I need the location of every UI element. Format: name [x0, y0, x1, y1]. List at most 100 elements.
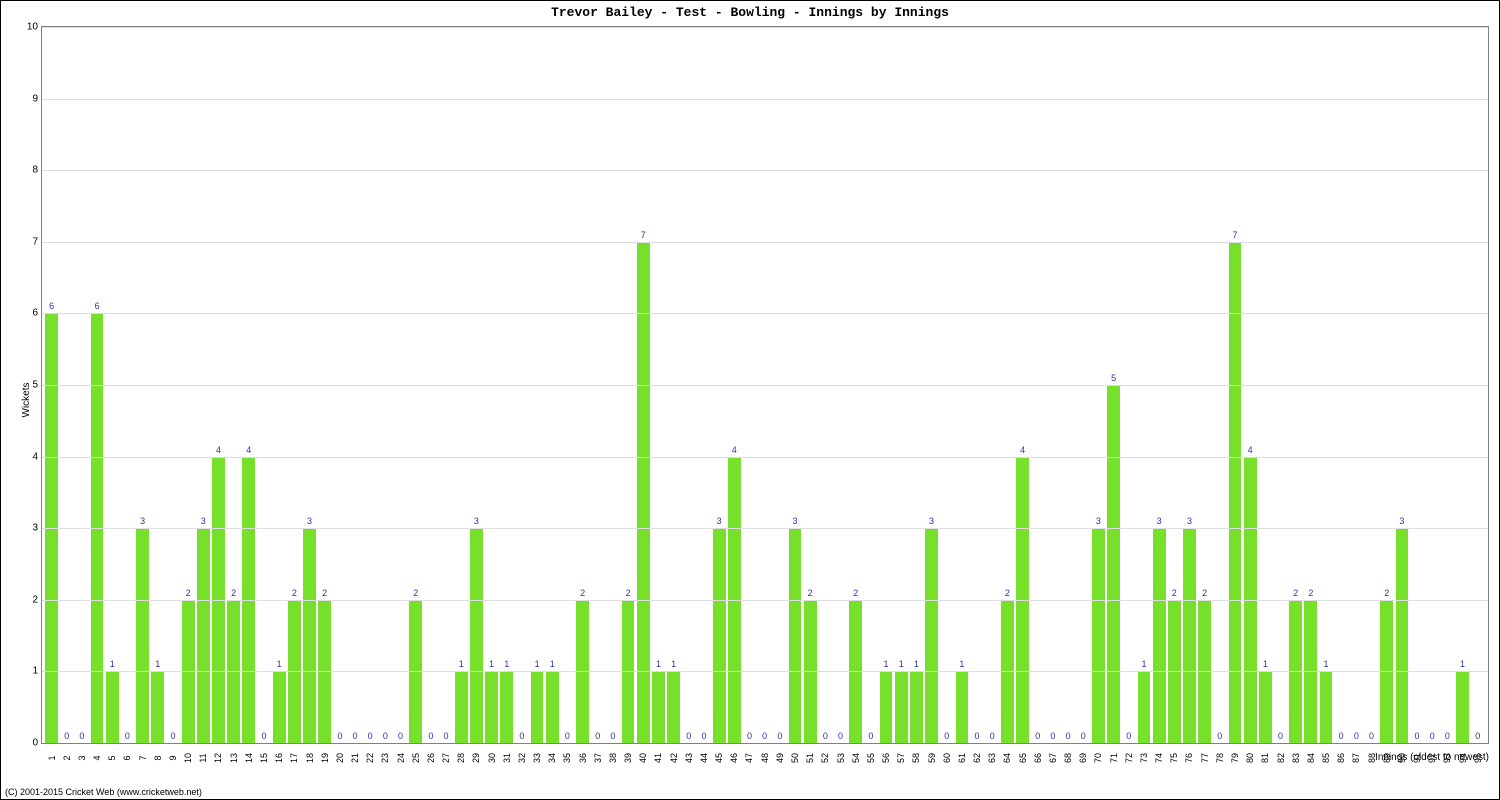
x-tick-label: 56: [881, 753, 891, 763]
bar-value-label: 0: [565, 731, 570, 741]
bar-value-label: 2: [1308, 588, 1313, 598]
x-tick-label: 13: [229, 753, 239, 763]
x-tick-label: 42: [669, 753, 679, 763]
bar-value-label: 0: [1369, 731, 1374, 741]
bar-value-label: 3: [201, 516, 206, 526]
bar: [470, 528, 483, 743]
bar-value-label: 2: [292, 588, 297, 598]
bar-value-label: 0: [337, 731, 342, 741]
gridline: [42, 313, 1488, 314]
x-tick-label: 20: [335, 753, 345, 763]
x-tick-label: 31: [502, 753, 512, 763]
x-tick-label: 68: [1063, 753, 1073, 763]
bar-value-label: 0: [79, 731, 84, 741]
x-tick-label: 12: [213, 753, 223, 763]
x-tick-label: 11: [198, 753, 208, 762]
x-tick-label: 59: [927, 753, 937, 763]
y-tick-label: 5: [32, 380, 42, 391]
bar-value-label: 1: [155, 659, 160, 669]
bar-value-label: 3: [929, 516, 934, 526]
bar-value-label: 0: [1217, 731, 1222, 741]
x-tick-label: 7: [138, 755, 148, 760]
x-tick-label: 65: [1018, 753, 1028, 763]
bar: [1138, 671, 1151, 743]
x-tick-label: 69: [1078, 753, 1088, 763]
bar-value-label: 1: [459, 659, 464, 669]
y-tick-label: 1: [32, 666, 42, 677]
x-tick-label: 24: [396, 753, 406, 763]
x-tick-label: 18: [305, 753, 315, 763]
bar-value-label: 0: [1278, 731, 1283, 741]
x-tick-label: 77: [1200, 753, 1210, 763]
bar: [1456, 671, 1469, 743]
bar-value-label: 6: [95, 301, 100, 311]
bar-value-label: 1: [1141, 659, 1146, 669]
bar-value-label: 0: [1050, 731, 1055, 741]
x-tick-label: 73: [1139, 753, 1149, 763]
x-tick-label: 47: [744, 753, 754, 763]
chart-title: Trevor Bailey - Test - Bowling - Innings…: [1, 5, 1499, 20]
bar-value-label: 0: [975, 731, 980, 741]
bar-value-label: 0: [1445, 731, 1450, 741]
x-tick-label: 10: [183, 753, 193, 763]
bar-value-label: 4: [732, 445, 737, 455]
y-tick-label: 9: [32, 93, 42, 104]
x-tick-label: 87: [1351, 753, 1361, 763]
bar: [1183, 528, 1196, 743]
bar-value-label: 0: [747, 731, 752, 741]
bar-value-label: 2: [626, 588, 631, 598]
bar-value-label: 0: [595, 731, 600, 741]
x-tick-label: 14: [244, 753, 254, 763]
bar: [151, 671, 164, 743]
x-tick-label: 29: [471, 753, 481, 763]
chart-frame: Trevor Bailey - Test - Bowling - Innings…: [0, 0, 1500, 800]
bar: [652, 671, 665, 743]
x-tick-label: 19: [320, 753, 330, 763]
x-tick-label: 8: [153, 755, 163, 760]
bar: [880, 671, 893, 743]
bar-value-label: 1: [671, 659, 676, 669]
bar-value-label: 0: [686, 731, 691, 741]
x-tick-label: 54: [851, 753, 861, 763]
bar-value-label: 2: [186, 588, 191, 598]
gridline: [42, 242, 1488, 243]
bar: [1259, 671, 1272, 743]
bar: [1320, 671, 1333, 743]
bar: [956, 671, 969, 743]
x-tick-label: 4: [92, 755, 102, 760]
x-tick-label: 55: [866, 753, 876, 763]
bar-value-label: 0: [444, 731, 449, 741]
bar-value-label: 1: [550, 659, 555, 669]
bar-value-label: 1: [899, 659, 904, 669]
bar-value-label: 0: [1081, 731, 1086, 741]
x-tick-label: 62: [972, 753, 982, 763]
x-tick-label: 80: [1245, 753, 1255, 763]
bar-value-label: 1: [914, 659, 919, 669]
x-tick-label: 30: [487, 753, 497, 763]
x-tick-label: 26: [426, 753, 436, 763]
x-tick-label: 61: [957, 753, 967, 763]
bar-value-label: 0: [519, 731, 524, 741]
x-tick-label: 44: [699, 753, 709, 763]
x-tick-label: 45: [714, 753, 724, 763]
bar: [455, 671, 468, 743]
bar-value-label: 2: [413, 588, 418, 598]
bar-value-label: 0: [368, 731, 373, 741]
bar-value-label: 1: [1324, 659, 1329, 669]
bar: [106, 671, 119, 743]
bar-value-label: 1: [277, 659, 282, 669]
x-tick-label: 64: [1002, 753, 1012, 763]
bar-value-label: 2: [1384, 588, 1389, 598]
bar-value-label: 2: [1202, 588, 1207, 598]
x-tick-label: 49: [775, 753, 785, 763]
bar-value-label: 0: [398, 731, 403, 741]
bar: [273, 671, 286, 743]
bar-value-label: 0: [1126, 731, 1131, 741]
bar-value-label: 0: [990, 731, 995, 741]
gridline: [42, 385, 1488, 386]
bar-value-label: 3: [140, 516, 145, 526]
x-tick-label: 75: [1169, 753, 1179, 763]
x-tick-label: 63: [987, 753, 997, 763]
x-tick-label: 82: [1276, 753, 1286, 763]
bar-value-label: 0: [1354, 731, 1359, 741]
